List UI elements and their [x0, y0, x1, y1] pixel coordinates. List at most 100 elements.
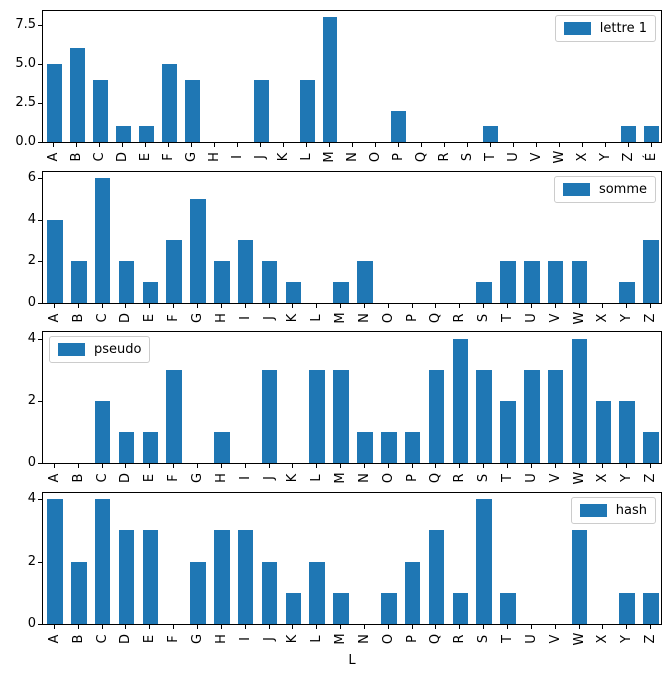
y-tick-mark: [38, 400, 42, 402]
x-tick-mark: [220, 464, 222, 469]
bar-lettre-1-B: [69, 48, 85, 142]
x-tick-label: L: [308, 474, 324, 482]
legend-swatch-icon: [579, 504, 607, 517]
x-tick-mark: [650, 464, 652, 469]
bar-somme-J: [261, 261, 278, 303]
x-tick-mark: [387, 625, 389, 629]
x-tick-mark: [602, 303, 604, 308]
y-tick-label: 5.0: [15, 56, 36, 72]
x-tick-label: H: [206, 152, 222, 162]
x-tick-mark: [420, 143, 422, 147]
bar-hash-J: [261, 561, 278, 624]
bar-lettre-1-L: [299, 79, 315, 142]
bar-lettre-1-J: [253, 79, 269, 142]
x-tick-mark: [125, 303, 127, 308]
x-tick-label: U: [523, 473, 539, 484]
y-tick-label: 6: [27, 169, 36, 185]
x-tick-label: G: [189, 633, 205, 645]
bar-pseudo-S: [476, 369, 492, 464]
x-tick-label: E: [141, 313, 157, 322]
x-tick-label: R: [436, 152, 452, 162]
x-tick-label: N: [356, 634, 372, 644]
bar-somme-N: [357, 261, 373, 303]
x-tick-label: X: [594, 634, 610, 644]
x-tick-mark: [363, 464, 365, 469]
x-tick-label: T: [482, 153, 498, 161]
bar-pseudo-N: [357, 432, 373, 464]
legend-label: hash: [615, 503, 647, 518]
x-tick-label: Z: [642, 634, 658, 644]
x-tick-mark: [316, 303, 318, 308]
y-tick-mark: [38, 624, 42, 625]
bar-somme-S: [476, 281, 492, 303]
x-tick-mark: [626, 464, 628, 469]
x-tick-mark: [466, 143, 468, 147]
x-tick-label: D: [117, 634, 133, 645]
x-tick-label: B: [70, 313, 86, 323]
bar-pseudo-F: [166, 369, 182, 464]
x-tick-mark: [76, 143, 78, 147]
legend-hash: hash: [570, 497, 656, 524]
x-tick-label: F: [165, 635, 181, 643]
x-tick-label: K: [275, 152, 291, 162]
x-tick-mark: [292, 625, 294, 629]
bar-lettre-1-C: [92, 79, 108, 142]
x-tick-mark: [316, 464, 318, 469]
bar-somme-B: [71, 261, 87, 303]
x-tick-mark: [489, 143, 491, 147]
x-tick-label: S: [475, 313, 491, 322]
x-tick-label: Q: [427, 633, 443, 645]
x-tick-label: V: [547, 634, 563, 644]
x-tick-label: O: [380, 312, 396, 323]
bar-somme-F: [166, 240, 182, 303]
x-tick-mark: [530, 303, 532, 308]
legend-pseudo: pseudo: [49, 336, 151, 364]
bar-pseudo-V: [547, 369, 564, 464]
x-tick-label: E: [137, 152, 153, 162]
x-tick-label: W: [571, 311, 587, 325]
bar-hash-K: [285, 592, 302, 624]
bar-hash-L: [309, 561, 325, 624]
y-tick-label: 2.5: [15, 95, 36, 110]
x-tick-label: Z: [642, 473, 658, 483]
y-tick-label: 0: [27, 455, 36, 471]
x-tick-mark: [268, 625, 270, 629]
x-tick-mark: [554, 625, 556, 629]
y-tick-label: 4: [27, 491, 36, 507]
x-tick-mark: [268, 464, 270, 469]
x-tick-label: G: [189, 312, 205, 323]
x-tick-mark: [507, 303, 508, 308]
x-tick-label: T: [499, 635, 515, 643]
x-tick-mark: [397, 143, 399, 147]
x-tick-mark: [244, 303, 246, 308]
x-axis-label: L: [348, 653, 356, 668]
x-tick-label: S: [475, 634, 491, 644]
x-tick-label: U: [523, 312, 539, 323]
x-tick-mark: [220, 625, 222, 629]
bar-pseudo-Y: [619, 400, 635, 464]
bar-hash-T: [500, 592, 516, 624]
x-tick-mark: [581, 143, 583, 147]
x-tick-label: S: [475, 474, 491, 483]
bar-somme-M: [333, 281, 349, 303]
x-tick-label: O: [380, 633, 396, 645]
bar-hash-W: [571, 530, 588, 624]
x-tick-label: W: [571, 471, 587, 485]
x-tick-mark: [483, 625, 485, 629]
bar-pseudo-D: [118, 432, 135, 464]
x-tick-label: M: [332, 633, 348, 645]
x-tick-label: L: [308, 635, 324, 643]
x-tick-label: N: [344, 152, 360, 162]
y-tick-label: 2: [27, 253, 36, 269]
y-tick-label: 2: [27, 553, 36, 569]
x-tick-mark: [374, 143, 376, 147]
x-tick-mark: [530, 464, 532, 469]
x-tick-mark: [77, 303, 79, 308]
x-tick-mark: [99, 143, 101, 147]
x-tick-mark: [626, 303, 628, 308]
x-tick-label: F: [165, 313, 181, 322]
x-tick-label: V: [547, 473, 563, 483]
x-tick-label: X: [594, 313, 610, 323]
x-tick-mark: [435, 303, 437, 308]
bar-lettre-1-F: [161, 64, 177, 142]
